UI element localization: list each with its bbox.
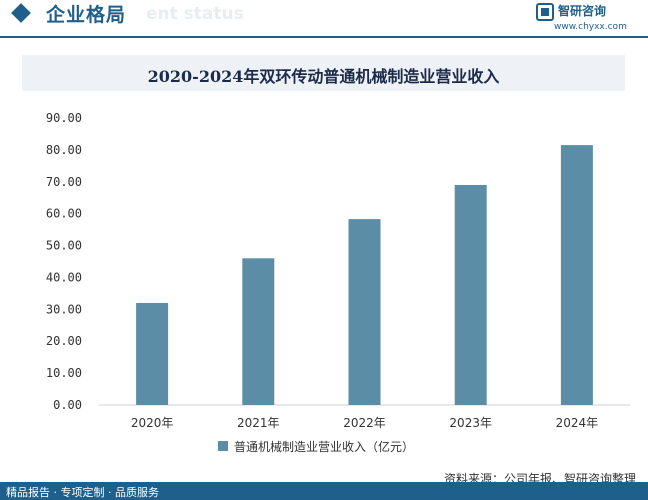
legend-swatch bbox=[218, 441, 228, 451]
y-tick-label: 0.00 bbox=[53, 398, 82, 412]
x-tick-label: 2022年 bbox=[343, 416, 386, 430]
y-tick-label: 80.00 bbox=[46, 143, 82, 157]
x-tick-label: 2020年 bbox=[131, 416, 174, 430]
brand-name: 智研咨询 bbox=[558, 4, 607, 18]
brand-logo-icon bbox=[536, 3, 554, 21]
bar bbox=[242, 258, 275, 405]
y-tick-label: 30.00 bbox=[46, 302, 82, 316]
y-tick-label: 50.00 bbox=[46, 239, 82, 253]
brand-url: www.chyxx.com bbox=[554, 22, 627, 32]
y-tick-label: 60.00 bbox=[46, 207, 82, 221]
header: 企业格局 ent status 智研咨询 www.chyxx.com bbox=[0, 0, 648, 38]
x-tick-label: 2023年 bbox=[449, 416, 492, 430]
x-tick-label: 2021年 bbox=[237, 416, 280, 430]
y-tick-label: 70.00 bbox=[46, 175, 82, 189]
header-divider bbox=[0, 36, 648, 38]
brand: 智研咨询 www.chyxx.com bbox=[526, 2, 636, 36]
bar bbox=[560, 145, 593, 405]
chart-title-band: 2020-2024年双环传动普通机械制造业营业收入 bbox=[22, 55, 625, 91]
bar bbox=[136, 302, 169, 405]
section-title: 企业格局 bbox=[46, 4, 127, 26]
bar bbox=[348, 219, 381, 405]
bar bbox=[454, 184, 487, 405]
chart-title: 2020-2024年双环传动普通机械制造业营业收入 bbox=[147, 67, 500, 86]
footer-bar: 精品报告 · 专项定制 · 品质服务 bbox=[0, 482, 648, 500]
footer-slogan: 精品报告 · 专项定制 · 品质服务 bbox=[6, 486, 159, 499]
section-subtitle: ent status bbox=[146, 4, 244, 24]
legend-label: 普通机械制造业营业收入（亿元） bbox=[234, 440, 415, 454]
y-tick-label: 20.00 bbox=[46, 334, 82, 348]
x-tick-label: 2024年 bbox=[556, 416, 599, 430]
y-tick-label: 90.00 bbox=[46, 111, 82, 125]
y-tick-label: 40.00 bbox=[46, 270, 82, 284]
y-tick-label: 10.00 bbox=[46, 366, 82, 380]
